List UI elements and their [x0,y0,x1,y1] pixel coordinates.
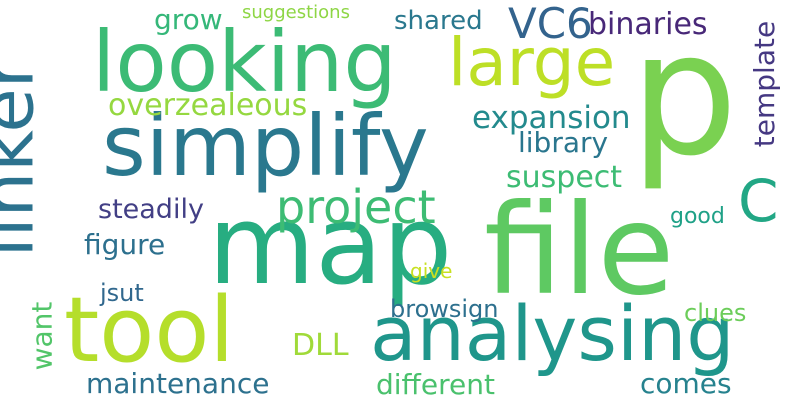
word-jsut: jsut [100,279,144,307]
word-linker: linker [0,58,50,258]
word-suggestions: suggestions [242,2,350,23]
word-analysing: analysing [370,289,735,378]
word-overzealeous: overzealeous [108,88,308,123]
word-comes: comes [640,367,732,400]
word-good: good [670,204,725,229]
word-suspect: suspect [506,160,623,195]
word-figure: figure [84,228,166,261]
word-steadily: steadily [98,194,204,225]
word-large: large [448,24,616,101]
word-VC6: VC6 [508,0,593,48]
word-simplify: simplify [102,97,429,195]
word-file: file [484,178,675,323]
word-clues: clues [684,299,747,327]
word-different: different [376,368,495,400]
word-looking: looking [92,13,397,111]
word-C: C [738,167,779,235]
word-p: p [630,0,738,194]
word-project: project [276,180,436,234]
word-grow: grow [154,3,223,36]
word-give: give [410,259,453,283]
word-browsign: browsign [390,295,499,323]
word-template: template [748,20,782,148]
word-want: want [25,301,59,371]
word-binaries: binaries [588,7,708,42]
word-DLL: DLL [292,328,349,363]
word-map: map [208,181,453,309]
word-expansion: expansion [472,100,631,136]
word-library: library [518,126,609,159]
word-tool: tool [64,278,235,383]
word-shared: shared [394,6,483,36]
word-maintenance: maintenance [86,367,270,400]
